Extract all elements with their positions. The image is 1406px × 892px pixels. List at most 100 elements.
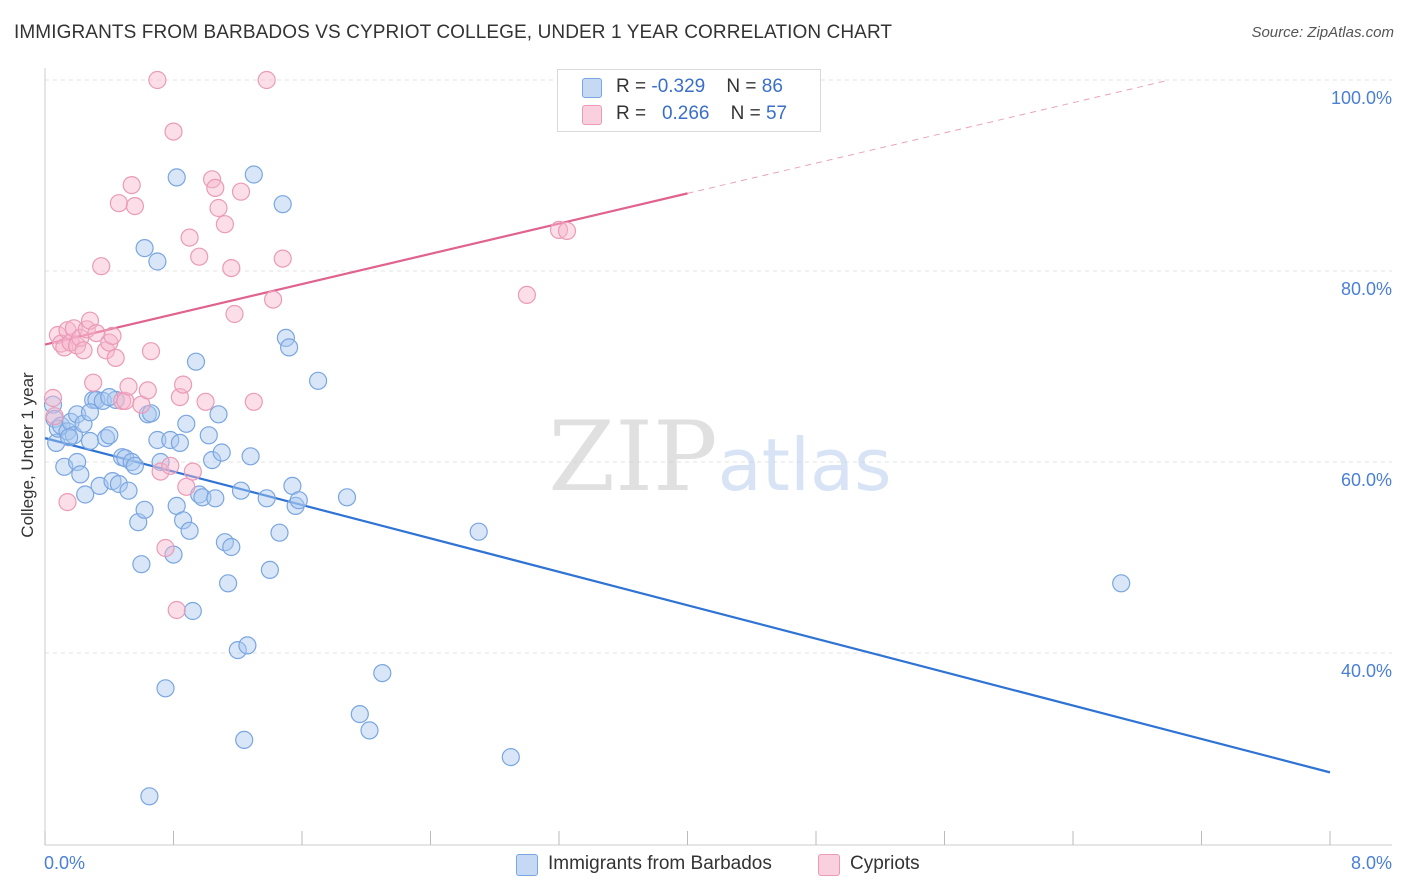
barbados-point bbox=[132, 555, 151, 574]
barbados-point bbox=[199, 426, 218, 445]
y-tick-label: 60.0% bbox=[1341, 470, 1392, 490]
barbados-point bbox=[280, 338, 299, 357]
cypriots-point bbox=[264, 290, 283, 309]
legend-n-value: 86 bbox=[761, 76, 783, 97]
bottom-legend-swatch-pink bbox=[818, 854, 840, 876]
cypriots-trend-line-dashed bbox=[687, 79, 1170, 194]
y-tick-label: 40.0% bbox=[1341, 661, 1392, 681]
barbados-point bbox=[228, 640, 247, 660]
cypriots-point bbox=[148, 70, 167, 90]
bottom-legend-label: Immigrants from Barbados bbox=[548, 853, 772, 874]
barbados-point bbox=[151, 452, 170, 472]
bottom-legend-label: Cypriots bbox=[850, 853, 920, 874]
legend-text: R = -0.329 N = 86 bbox=[616, 76, 783, 97]
cypriots-point bbox=[231, 182, 251, 201]
cypriots-point bbox=[222, 259, 241, 278]
y-tick-label: 100.0% bbox=[1331, 88, 1392, 108]
cypriots-point bbox=[183, 462, 202, 481]
barbados-point bbox=[231, 481, 251, 500]
y-axis-label: College, Under 1 year bbox=[18, 372, 37, 538]
cypriots-point bbox=[64, 319, 84, 338]
barbados-point bbox=[135, 239, 154, 258]
cypriots-point bbox=[164, 122, 183, 141]
cypriots-point bbox=[43, 388, 63, 408]
cypriots-point bbox=[177, 477, 196, 496]
cypriots-point bbox=[151, 462, 170, 481]
cypriots-point bbox=[167, 600, 186, 620]
cypriots-point bbox=[141, 342, 161, 361]
cypriots-point bbox=[174, 375, 193, 394]
barbados-point bbox=[109, 474, 129, 494]
cypriots-point bbox=[103, 326, 122, 345]
barbados-point bbox=[76, 485, 95, 504]
cypriots-point bbox=[180, 228, 199, 247]
cypriots-point bbox=[273, 249, 292, 268]
barbados-point bbox=[80, 403, 100, 422]
x-tick-label-min: 0.0% bbox=[44, 853, 85, 873]
legend-swatch-pink bbox=[582, 105, 602, 125]
legend-r-value: 0.266 bbox=[661, 103, 710, 124]
barbados-point bbox=[174, 511, 193, 530]
barbados-point bbox=[273, 195, 292, 214]
points-layer bbox=[43, 70, 1131, 806]
barbados-point bbox=[71, 465, 90, 484]
watermark: ZIPatlas bbox=[548, 401, 891, 513]
legend-n-value: 57 bbox=[765, 103, 788, 124]
cypriots-trend-line bbox=[44, 192, 688, 346]
cypriots-point bbox=[517, 285, 537, 304]
barbados-point bbox=[100, 426, 119, 445]
barbados-point bbox=[148, 252, 167, 271]
barbados-point bbox=[170, 433, 189, 452]
cypriots-point bbox=[206, 178, 225, 197]
barbados-point bbox=[209, 405, 228, 424]
barbados-point bbox=[74, 414, 93, 433]
cypriots-point bbox=[190, 247, 209, 266]
barbados-point bbox=[276, 328, 295, 347]
barbados-point bbox=[244, 165, 263, 184]
barbados-point bbox=[119, 481, 138, 500]
cypriots-point bbox=[109, 194, 129, 213]
barbados-point bbox=[59, 428, 79, 447]
barbados-point bbox=[360, 721, 379, 740]
ticks-layer: 40.0% 60.0% 80.0% 100.0% 0.0% 8.0% bbox=[44, 88, 1392, 873]
grid-layer bbox=[45, 79, 1392, 654]
barbados-point bbox=[373, 663, 392, 683]
barbados-point bbox=[140, 787, 159, 806]
barbados-point bbox=[183, 601, 202, 621]
barbados-point bbox=[135, 500, 154, 519]
barbados-point bbox=[235, 730, 254, 750]
barbados-point bbox=[212, 443, 231, 462]
chart-title: IMMIGRANTS FROM BARBADOS VS CYPRIOT COLL… bbox=[14, 22, 893, 43]
cypriots-point bbox=[92, 257, 111, 276]
cypriots-point bbox=[257, 70, 276, 90]
barbados-point bbox=[180, 521, 199, 540]
barbados-point bbox=[148, 430, 167, 450]
barbados-point bbox=[222, 537, 241, 557]
stats-legend: R = -0.329 N = 86 R = 0.266 N = 57 bbox=[557, 69, 821, 132]
barbados-point bbox=[193, 488, 212, 507]
barbados-point bbox=[257, 489, 276, 508]
axes-layer bbox=[44, 68, 1392, 846]
cypriots-point bbox=[58, 493, 77, 512]
cypriots-point bbox=[45, 407, 64, 426]
bottom-legend-swatch-blue bbox=[516, 854, 538, 876]
cypriots-point bbox=[84, 373, 103, 392]
legend-r-value: -0.329 bbox=[651, 76, 706, 97]
cypriots-point bbox=[161, 456, 180, 475]
barbados-point bbox=[167, 168, 186, 187]
barbados-point bbox=[286, 496, 305, 515]
y-tick-label: 80.0% bbox=[1341, 279, 1392, 299]
barbados-point bbox=[219, 574, 238, 593]
cypriots-point bbox=[196, 392, 215, 411]
legend-swatch-blue bbox=[582, 78, 602, 98]
cypriots-point bbox=[74, 341, 93, 360]
barbados-point bbox=[289, 491, 308, 510]
barbados-point bbox=[241, 447, 260, 466]
cypriots-point bbox=[156, 538, 175, 558]
cypriots-point bbox=[119, 377, 138, 396]
cypriots-point bbox=[125, 197, 144, 216]
legend-text: R = 0.266 N = 57 bbox=[616, 103, 788, 124]
cypriots-point bbox=[557, 221, 577, 240]
cypriots-point bbox=[138, 381, 157, 400]
